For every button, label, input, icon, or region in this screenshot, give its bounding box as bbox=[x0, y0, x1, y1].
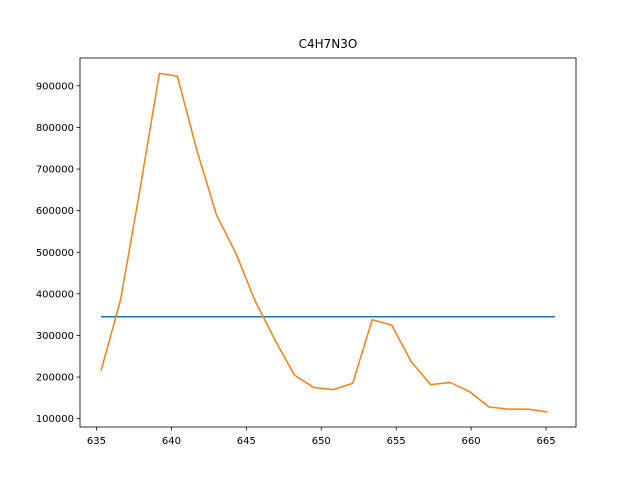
y-axis: 100000 200000 300000 400000 500000 600000 7000… bbox=[36, 81, 80, 425]
y-tick-label: 200000 bbox=[36, 373, 74, 384]
plot-frame bbox=[79, 57, 577, 428]
y-tick-label: 500000 bbox=[36, 248, 74, 259]
x-tick-label: 650 bbox=[312, 436, 331, 447]
y-tick-label: 100000 bbox=[36, 414, 74, 425]
y-tick-label: 400000 bbox=[36, 289, 74, 300]
series-layer bbox=[100, 72, 555, 413]
y-tick-label: 900000 bbox=[36, 81, 74, 92]
x-tick-label: 655 bbox=[387, 436, 406, 447]
x-axis: 635 640 645 650 655 660 665 bbox=[87, 427, 556, 447]
series-line-intensity bbox=[100, 72, 548, 413]
y-tick-label: 300000 bbox=[36, 331, 74, 342]
x-tick-label: 640 bbox=[162, 436, 181, 447]
x-tick-label: 665 bbox=[536, 436, 555, 447]
x-tick-label: 645 bbox=[237, 436, 256, 447]
chart-title: C4H7N3O bbox=[299, 37, 358, 51]
y-tick-label: 600000 bbox=[36, 206, 74, 217]
y-tick-label: 700000 bbox=[36, 165, 74, 176]
x-tick-label: 635 bbox=[87, 436, 106, 447]
x-tick-label: 660 bbox=[462, 436, 481, 447]
y-tick-label: 800000 bbox=[36, 123, 74, 134]
